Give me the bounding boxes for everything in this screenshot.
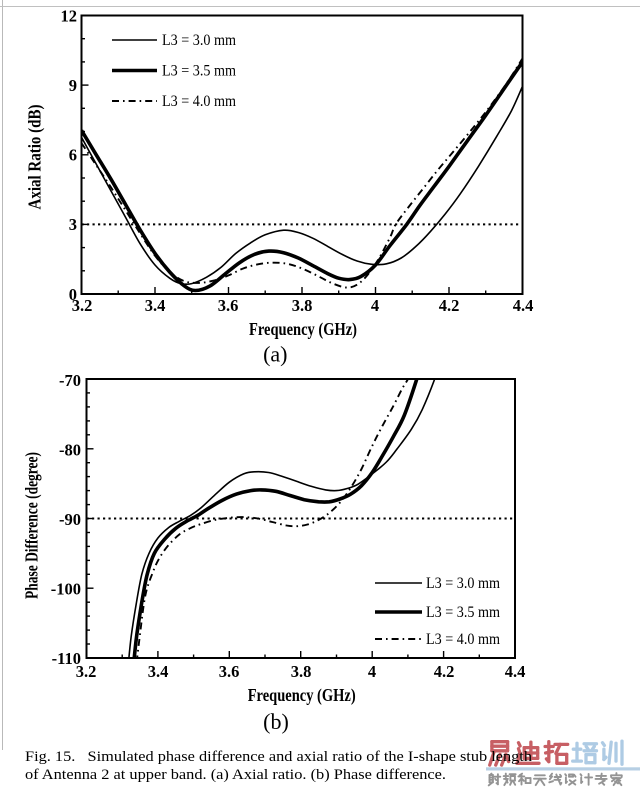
svg-text:(a): (a) <box>263 342 287 367</box>
svg-text:Axial Ratio (dB): Axial Ratio (dB) <box>25 104 45 209</box>
svg-text:3.4: 3.4 <box>148 662 169 681</box>
svg-text:L3 = 4.0 mm: L3 = 4.0 mm <box>162 93 236 110</box>
svg-text:(b): (b) <box>263 709 289 734</box>
svg-text:0: 0 <box>69 285 77 304</box>
svg-text:L3 = 3.5 mm: L3 = 3.5 mm <box>162 63 236 80</box>
svg-text:Phase Difference (degree): Phase Difference (degree) <box>22 452 42 599</box>
svg-text:-90: -90 <box>59 510 81 529</box>
svg-text:-70: -70 <box>59 371 81 390</box>
svg-text:4.4: 4.4 <box>513 296 534 315</box>
svg-text:Frequency (GHz): Frequency (GHz) <box>248 685 356 706</box>
svg-text:4: 4 <box>371 296 379 315</box>
svg-text:3.6: 3.6 <box>219 662 240 681</box>
svg-text:Fig. 15. Simulated phase dif: Fig. 15. Simulated phase difference and … <box>25 749 532 765</box>
svg-text:9: 9 <box>69 76 77 95</box>
svg-text:3.8: 3.8 <box>292 296 313 315</box>
svg-text:3.2: 3.2 <box>76 662 97 681</box>
svg-text:3: 3 <box>69 215 77 234</box>
svg-text:4: 4 <box>368 662 376 681</box>
svg-text:-100: -100 <box>51 579 81 598</box>
svg-text:4.2: 4.2 <box>439 296 460 315</box>
svg-text:4.4: 4.4 <box>505 662 526 681</box>
svg-text:3.4: 3.4 <box>145 296 166 315</box>
svg-text:L3 = 4.0 mm: L3 = 4.0 mm <box>426 631 500 648</box>
svg-text:Frequency (GHz): Frequency (GHz) <box>249 319 357 340</box>
svg-text:-80: -80 <box>59 440 81 459</box>
svg-text:12: 12 <box>61 6 78 25</box>
svg-text:3.8: 3.8 <box>291 662 312 681</box>
svg-text:L3 = 3.0 mm: L3 = 3.0 mm <box>426 575 500 592</box>
svg-text:4.2: 4.2 <box>434 662 455 681</box>
svg-text:3.6: 3.6 <box>218 296 239 315</box>
svg-text:L3 = 3.0 mm: L3 = 3.0 mm <box>162 32 236 49</box>
svg-text:L3 = 3.5 mm: L3 = 3.5 mm <box>426 604 500 621</box>
svg-text:-110: -110 <box>52 649 81 668</box>
svg-text:3.2: 3.2 <box>72 296 93 315</box>
svg-text:6: 6 <box>69 146 77 165</box>
svg-text:of Antenna 2 at upper band. (a: of Antenna 2 at upper band. (a) Axial ra… <box>25 767 446 783</box>
